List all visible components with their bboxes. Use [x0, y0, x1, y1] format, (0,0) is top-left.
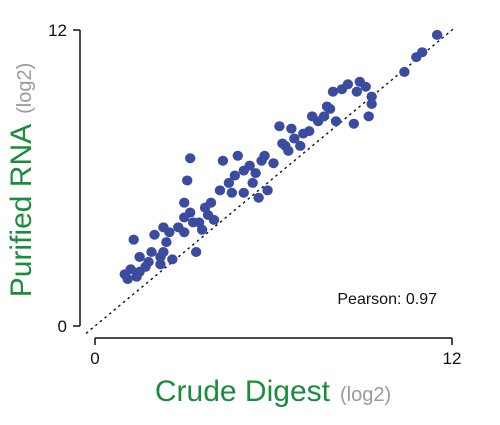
data-point	[298, 128, 309, 139]
data-point	[327, 86, 339, 97]
data-point	[146, 247, 157, 257]
x-tick-label-min: 0	[90, 349, 99, 368]
data-point	[363, 111, 374, 122]
data-point	[167, 254, 178, 265]
data-point	[256, 155, 267, 166]
data-point	[131, 271, 142, 282]
data-point	[366, 91, 377, 102]
y-axis-unit: (log2)	[14, 63, 36, 114]
data-point	[238, 187, 249, 198]
data-point	[128, 234, 139, 245]
data-point	[399, 66, 410, 77]
data-point	[226, 187, 238, 198]
data-point	[253, 192, 264, 203]
data-point	[274, 121, 285, 132]
data-point	[330, 116, 342, 127]
data-point	[366, 99, 377, 109]
data-point	[238, 165, 249, 176]
data-point	[280, 140, 291, 151]
x-axis-label: Crude Digest	[155, 375, 331, 408]
data-point	[232, 150, 243, 161]
data-point	[223, 177, 235, 188]
data-point	[149, 229, 160, 240]
y-tick-label-min: 0	[58, 317, 67, 336]
data-point	[179, 212, 190, 223]
data-point	[411, 52, 422, 63]
data-point	[185, 153, 196, 164]
data-point	[247, 177, 258, 188]
data-point	[155, 259, 166, 270]
data-point	[262, 185, 273, 196]
data-point	[336, 84, 348, 95]
data-point	[250, 168, 261, 179]
x-axis-title: Crude Digest (log2)	[155, 375, 391, 408]
x-axis-unit: (log2)	[340, 384, 391, 406]
data-point	[179, 197, 190, 208]
identity-reference-line	[85, 26, 456, 334]
data-point	[158, 222, 169, 233]
data-point	[351, 86, 362, 97]
y-tick-label-max: 12	[48, 21, 67, 40]
data-point	[354, 76, 365, 87]
data-point	[182, 175, 193, 186]
data-point	[431, 29, 443, 40]
data-point	[187, 217, 199, 228]
data-points	[119, 29, 443, 285]
data-point	[134, 251, 145, 262]
data-point	[229, 170, 241, 181]
data-point	[268, 158, 279, 169]
y-axis-title: Purified RNA (log2)	[5, 63, 38, 298]
data-point	[348, 118, 360, 129]
data-point	[286, 123, 297, 134]
data-point	[155, 251, 166, 262]
pearson-annotation: Pearson: 0.97	[337, 291, 437, 308]
data-point	[214, 185, 226, 196]
data-point	[161, 237, 172, 248]
data-point	[295, 140, 306, 151]
data-point	[321, 101, 333, 112]
data-point	[190, 247, 202, 257]
x-tick-label-max: 12	[443, 349, 462, 368]
data-point	[179, 227, 190, 238]
y-axis-label: Purified RNA	[5, 124, 38, 297]
data-point	[119, 269, 130, 280]
data-point	[306, 111, 318, 122]
data-point	[199, 202, 211, 213]
data-point	[217, 155, 229, 166]
data-point	[289, 133, 300, 144]
